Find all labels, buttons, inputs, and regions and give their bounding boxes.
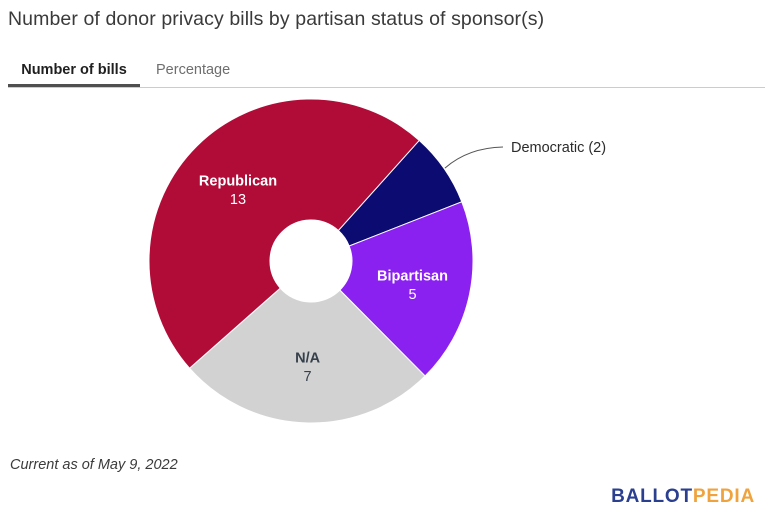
slice-label-external-democratic: Democratic (2) — [511, 140, 606, 156]
slice-label-n-a: N/A 7 — [295, 351, 321, 386]
footer-note: Current as of May 9, 2022 — [10, 457, 178, 473]
chart-title: Number of donor privacy bills by partisa… — [8, 8, 545, 30]
tab-number-of-bills[interactable]: Number of bills — [8, 56, 140, 84]
tab-percentage-label: Percentage — [156, 62, 231, 78]
ballotpedia-logo[interactable]: BALLOTPEDIA — [611, 486, 755, 508]
slice-label-bipartisan: Bipartisan 5 — [377, 268, 448, 303]
donut-chart-area: Democratic (2) Bipartisan 5 N/A 7 Republican 1… — [0, 90, 771, 446]
slice-republican[interactable] — [148, 98, 420, 369]
logo-ballot-text: BALLOT — [611, 486, 693, 507]
tab-number-of-bills-label: Number of bills — [21, 62, 127, 78]
donut-chart: Democratic (2) Bipartisan 5 N/A 7 Republican 1… — [148, 98, 606, 424]
tabs-divider — [8, 87, 765, 88]
slice-bipartisan[interactable] — [339, 201, 474, 377]
slice-label-republican: Republican 13 — [199, 173, 277, 208]
logo-pedia-text: PEDIA — [692, 486, 755, 507]
tab-percentage[interactable]: Percentage — [146, 56, 240, 84]
slice-n-a[interactable] — [188, 287, 426, 424]
label-connector-democratic — [444, 146, 504, 169]
active-tab-indicator — [8, 84, 140, 88]
